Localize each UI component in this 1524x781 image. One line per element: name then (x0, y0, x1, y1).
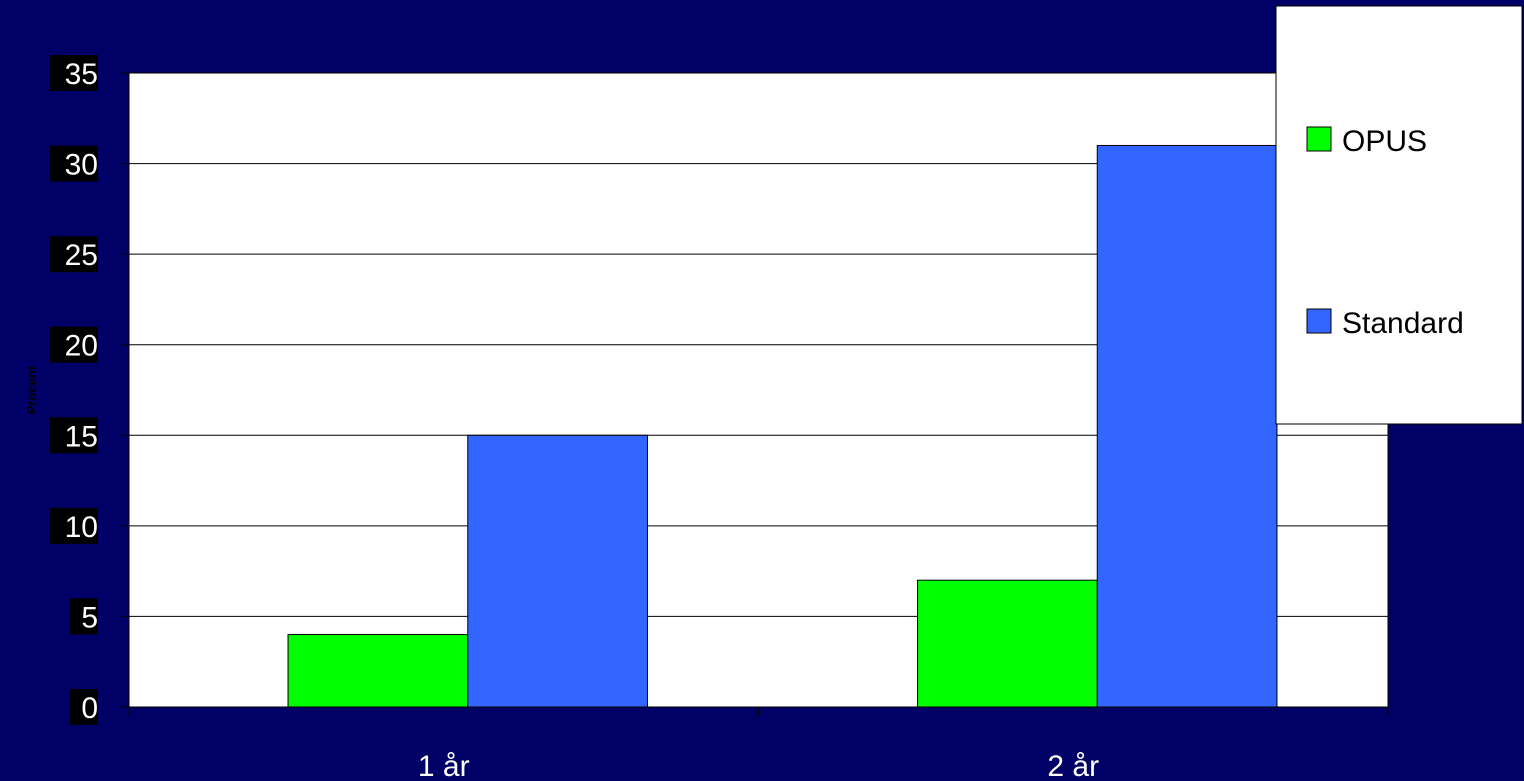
bar-opus-2 (917, 579, 1098, 708)
y-tick-label: 30 (65, 149, 98, 182)
y-tick-label-bg (50, 236, 98, 273)
y-tick-label-bg (70, 689, 98, 725)
y-tick-labels: 0 5 10 15 20 25 30 35 (50, 55, 98, 725)
y-tick-label-bg (50, 326, 98, 363)
legend-label-standard: Standard (1342, 307, 1464, 340)
y-tick-label: 5 (81, 601, 98, 634)
axes (121, 72, 1389, 716)
bar-opus-1 (287, 634, 469, 708)
x-tick-labels: 1 år 2 år (418, 750, 1099, 781)
y-tick-label: 0 (81, 692, 98, 725)
y-tick-label: 15 (65, 420, 98, 453)
y-tick-label: 25 (65, 239, 98, 272)
x-tick-label: 2 år (1047, 750, 1099, 781)
bar-standard-2 (1096, 144, 1278, 708)
y-axis-title: Procent (24, 365, 39, 414)
legend: OPUS Standard (1275, 5, 1523, 425)
y-tick-label: 20 (65, 330, 98, 363)
y-tick-label-bg (50, 55, 98, 91)
legend-box (1275, 5, 1523, 425)
y-tick-label-bg (50, 417, 98, 454)
x-tick-label: 1 år (418, 750, 470, 781)
bar-standard-1 (467, 434, 648, 708)
y-tick-label-bg (50, 145, 98, 182)
legend-label-opus: OPUS (1342, 125, 1427, 158)
legend-swatch-standard (1306, 308, 1332, 334)
y-tick-label: 35 (65, 58, 98, 91)
y-tick-label-bg (50, 507, 98, 544)
legend-swatch-opus (1306, 126, 1332, 152)
y-tick-label: 10 (65, 511, 98, 544)
y-tick-label-bg (70, 598, 98, 635)
